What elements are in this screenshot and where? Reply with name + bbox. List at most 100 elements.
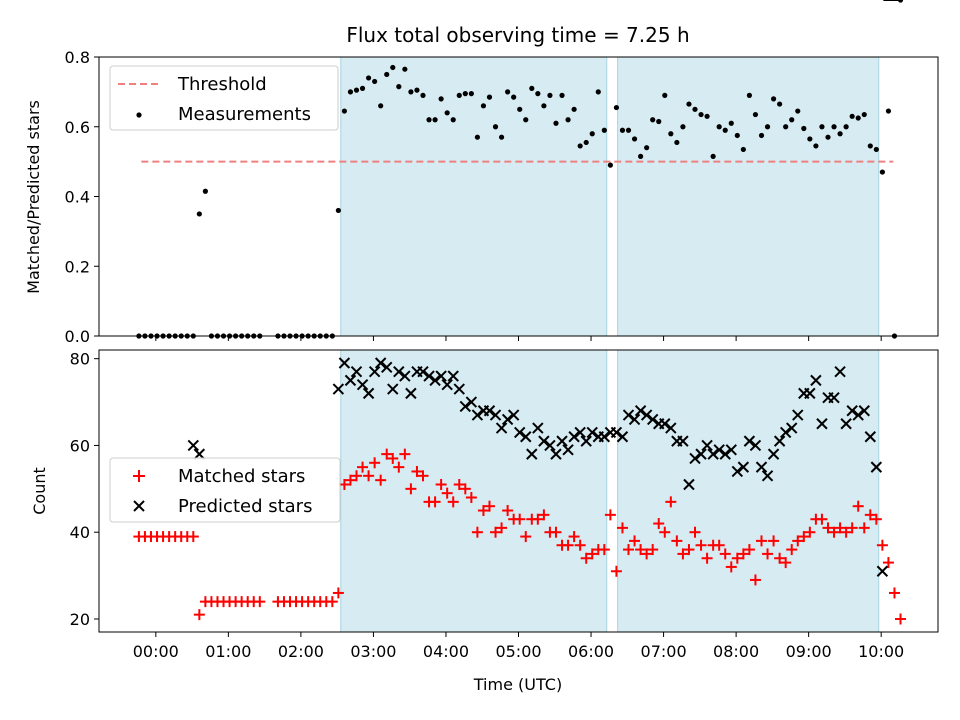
shaded-interval-1: [617, 56, 880, 337]
matched-star-point: [520, 531, 532, 543]
matched-star-point: [496, 522, 508, 534]
predicted-star-point: [767, 448, 780, 460]
measurement-point: [365, 75, 372, 81]
top-panel: 0.00.20.40.60.8 Matched/Predicted stars …: [24, 0, 939, 346]
threshold-legend-label: Threshold: [177, 74, 267, 95]
matched-star-point: [647, 544, 659, 556]
measurement-point: [547, 92, 553, 98]
measurement-point: [523, 117, 529, 123]
matched-star-point: [768, 535, 780, 547]
x-axis-label: Time (UTC): [473, 675, 562, 694]
matched-star-point: [459, 483, 471, 495]
matched-star-point: [822, 522, 834, 534]
x-tick-label: 08:00: [713, 642, 759, 661]
x-tick-label: 06:00: [568, 642, 614, 661]
measurement-point: [686, 101, 692, 107]
predicted-star-point: [399, 370, 411, 382]
predicted-star-point: [568, 431, 580, 443]
predicted-star-point: [187, 439, 200, 452]
predicted-star-point: [858, 405, 870, 417]
matched-star-point: [895, 613, 907, 625]
measurement-point: [740, 146, 746, 153]
matched-star-point: [435, 478, 447, 490]
measurement-point: [819, 124, 825, 130]
predicted-star-point: [786, 422, 798, 434]
matched-star-point: [713, 539, 725, 551]
matched-star-point: [562, 539, 574, 551]
matched-star-point: [749, 574, 761, 586]
predicted-star-point: [828, 392, 840, 404]
matched-star-point: [405, 483, 417, 495]
predicted-star-point: [507, 409, 520, 421]
matched-star-point: [502, 505, 514, 517]
predicted-star-point: [864, 431, 877, 443]
matched-star-point: [816, 513, 828, 525]
measurement-point: [341, 108, 348, 114]
shaded-interval-0: [340, 56, 608, 337]
y-tick-label: 40: [70, 523, 90, 542]
measurement-point: [432, 117, 438, 123]
predicted-star-point: [852, 409, 864, 421]
measurement-point: [758, 132, 765, 139]
matched-star-point: [616, 522, 628, 534]
measurement-point: [571, 106, 577, 112]
measurement-point: [849, 113, 855, 119]
measurement-point: [462, 91, 468, 97]
matched-star-point: [719, 548, 731, 560]
predicted-star-point: [514, 426, 526, 439]
measurement-point: [668, 131, 674, 137]
predicted-star-point: [816, 418, 828, 430]
measurement-point: [583, 139, 589, 146]
bottom-shading: [340, 349, 880, 633]
measurement-point: [783, 124, 789, 130]
predicted-star-point: [689, 452, 701, 465]
top-legend: Threshold Measurements: [109, 65, 339, 131]
measurement-point: [674, 139, 680, 146]
predicted-star-point: [356, 379, 369, 391]
matched-star-point: [731, 552, 743, 564]
measurement-point: [656, 118, 662, 125]
matched-star-point: [852, 500, 864, 512]
predicted-star-point: [701, 439, 713, 452]
measurement-point: [631, 136, 638, 142]
predicted-star-point: [628, 413, 641, 426]
measurement-point: [359, 85, 366, 91]
matched-star-point: [695, 539, 707, 551]
measurement-point: [837, 131, 843, 137]
predicted-star-point: [405, 387, 417, 400]
measurement-point: [879, 169, 885, 175]
y-tick-label: 0.0: [65, 327, 90, 346]
matched-star-point: [477, 505, 489, 517]
matched-star-point: [623, 544, 635, 556]
measurement-point: [414, 87, 420, 93]
y-tick-label: 0.6: [65, 118, 90, 137]
predicted-star-point: [332, 383, 345, 395]
predicted-star-point: [447, 370, 459, 382]
measurement-point: [746, 92, 753, 98]
measurement-point: [728, 120, 734, 126]
measurement-point: [644, 145, 650, 151]
matched-star-point: [411, 465, 423, 477]
matched-star-point: [828, 526, 840, 538]
x-tick-label: 00:00: [133, 642, 179, 661]
matched-star-point: [840, 526, 852, 538]
measurement-point: [347, 89, 354, 95]
matched-legend-swatch: [133, 470, 145, 482]
measurement-point: [777, 101, 783, 107]
measurement-point: [456, 92, 462, 98]
measurement-point: [607, 162, 613, 168]
predicted-star-point: [441, 379, 453, 391]
measurement-point: [752, 111, 759, 118]
measurements-legend-label: Measurements: [178, 104, 311, 125]
measurement-point: [402, 66, 408, 72]
measurement-point: [764, 124, 771, 130]
predicted-star-point: [610, 426, 623, 439]
measurement-point: [559, 92, 565, 98]
matched-star-point: [538, 509, 550, 521]
x-tick-label: 09:00: [786, 642, 832, 661]
y-tick-label: 20: [70, 610, 90, 629]
top-y-ticks: 0.0 0.2 0.4 0.6 0.8: [65, 48, 99, 346]
matched-star-point: [550, 526, 562, 538]
matched-star-point: [447, 496, 459, 508]
